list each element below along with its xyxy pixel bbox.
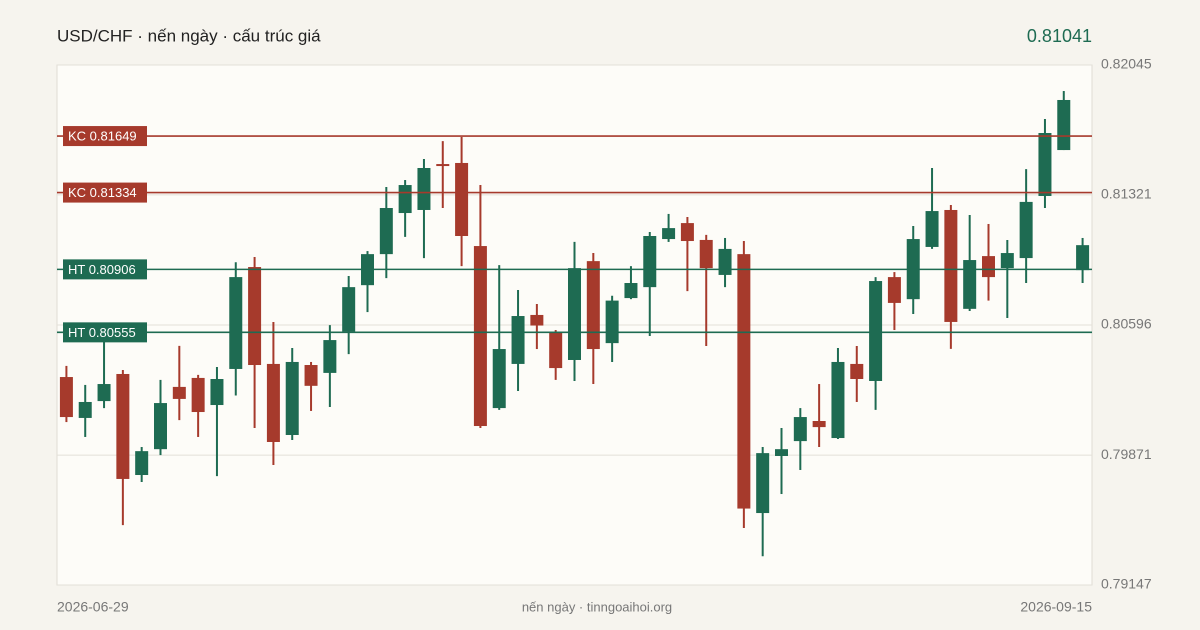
- x-tick-label: 2026-06-29: [57, 599, 129, 615]
- candle-body: [492, 349, 506, 409]
- chart-title: USD/CHF · nến ngày · cấu trúc giá: [57, 26, 321, 45]
- candle-body: [1057, 99, 1071, 151]
- candle-body: [436, 164, 450, 167]
- candle-body: [568, 268, 581, 360]
- candle-body: [887, 277, 901, 303]
- candle-body: [793, 417, 807, 442]
- candle-body: [379, 208, 393, 255]
- candle-body: [172, 386, 186, 399]
- x-tick-label: 2026-09-15: [1020, 599, 1092, 615]
- candle-body: [831, 361, 845, 439]
- candle-body: [586, 261, 600, 350]
- candle-body: [982, 256, 995, 278]
- y-tick-label: 0.81321: [1101, 186, 1152, 202]
- candle-body: [775, 449, 788, 456]
- level-label-box: [63, 182, 147, 203]
- candle-body: [699, 239, 713, 269]
- candle-body: [473, 246, 487, 427]
- candle-body: [455, 162, 469, 237]
- candle-body: [1019, 201, 1033, 259]
- candle-body: [285, 361, 299, 435]
- candle-body: [229, 277, 243, 369]
- candle-body: [116, 373, 130, 479]
- candle-body: [59, 377, 73, 418]
- candle-body: [812, 420, 826, 428]
- footer: nến ngày · tinngoaihoi.org: [522, 599, 672, 614]
- candle-body: [78, 401, 92, 418]
- candle-body: [210, 379, 224, 406]
- candle-body: [530, 314, 544, 326]
- y-tick-label: 0.82045: [1101, 56, 1152, 72]
- y-tick-label: 0.79871: [1101, 446, 1152, 462]
- y-tick-label: 0.79147: [1101, 576, 1152, 592]
- candle-body: [398, 185, 412, 214]
- level-label: HT 0.80906: [68, 262, 136, 277]
- candle-body: [850, 363, 864, 380]
- candle-body: [154, 403, 167, 450]
- candle-body: [963, 260, 977, 309]
- candle-body: [1000, 253, 1014, 269]
- candle-body: [323, 340, 337, 373]
- last-price: 0.81041: [1027, 26, 1092, 46]
- candle-body: [342, 287, 356, 332]
- candle-body: [643, 236, 657, 288]
- level-label-box: [63, 259, 147, 280]
- candle-body: [944, 209, 958, 322]
- candle-body: [248, 267, 262, 366]
- candle-body: [417, 167, 431, 210]
- candle-body: [605, 300, 619, 344]
- candle-body: [718, 248, 732, 275]
- level-label: HT 0.80555: [68, 325, 136, 340]
- candle-body: [135, 451, 149, 476]
- y-tick-label: 0.80596: [1101, 316, 1152, 332]
- candle-body: [304, 365, 318, 386]
- candle-body: [624, 283, 638, 299]
- level-label: KC 0.81334: [68, 185, 137, 200]
- candle-body: [680, 223, 694, 242]
- candle-body: [266, 363, 280, 442]
- candle-body: [1038, 133, 1052, 196]
- candle-body: [925, 211, 939, 247]
- candle-body: [549, 331, 563, 369]
- candle-body: [869, 281, 883, 381]
- candle-body: [737, 254, 751, 509]
- candle-body: [97, 384, 111, 402]
- candle-body: [756, 453, 770, 514]
- level-label: KC 0.81649: [68, 128, 137, 143]
- candle-body: [1076, 245, 1090, 271]
- level-label-box: [63, 322, 147, 343]
- candle-body: [662, 228, 676, 240]
- candle-body: [191, 377, 205, 413]
- level-label-box: [63, 126, 147, 147]
- candle-body: [511, 316, 525, 364]
